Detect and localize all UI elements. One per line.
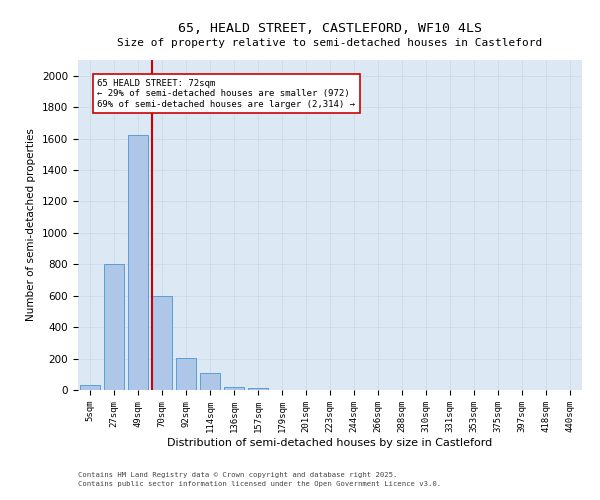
Text: Size of property relative to semi-detached houses in Castleford: Size of property relative to semi-detach… — [118, 38, 542, 48]
Y-axis label: Number of semi-detached properties: Number of semi-detached properties — [26, 128, 37, 322]
Text: 65 HEALD STREET: 72sqm
← 29% of semi-detached houses are smaller (972)
69% of se: 65 HEALD STREET: 72sqm ← 29% of semi-det… — [97, 79, 355, 108]
X-axis label: Distribution of semi-detached houses by size in Castleford: Distribution of semi-detached houses by … — [167, 438, 493, 448]
Bar — [80, 384, 100, 390]
Text: 65, HEALD STREET, CASTLEFORD, WF10 4LS: 65, HEALD STREET, CASTLEFORD, WF10 4LS — [178, 22, 482, 36]
Bar — [152, 296, 172, 390]
Text: Contains public sector information licensed under the Open Government Licence v3: Contains public sector information licen… — [78, 481, 441, 487]
Bar — [224, 387, 244, 390]
Bar — [200, 372, 220, 390]
Text: Contains HM Land Registry data © Crown copyright and database right 2025.: Contains HM Land Registry data © Crown c… — [78, 472, 397, 478]
Bar — [176, 358, 196, 390]
Bar — [248, 388, 268, 390]
Bar — [128, 136, 148, 390]
Bar — [104, 264, 124, 390]
